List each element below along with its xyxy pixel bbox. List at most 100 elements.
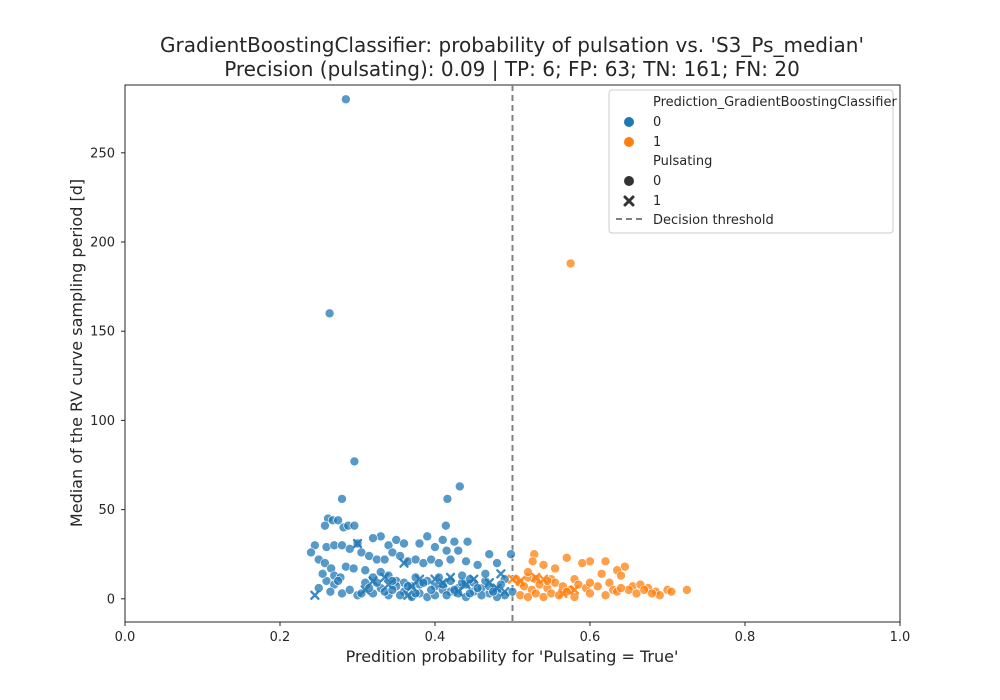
data-point-pred0 — [465, 588, 475, 599]
data-point-pred0 — [324, 308, 335, 319]
data-point-pred1 — [616, 583, 626, 593]
data-point-pred0 — [434, 558, 444, 568]
data-point-pred0 — [445, 554, 456, 565]
data-point-pulsating — [461, 579, 471, 590]
data-point-pulsating — [430, 574, 440, 584]
data-point-pulsating — [379, 572, 390, 583]
data-point-pred1 — [585, 577, 595, 588]
data-point-pred1 — [538, 560, 549, 570]
data-point-pred1 — [592, 581, 603, 592]
data-point-pred1 — [577, 558, 588, 568]
data-point-pulsating — [569, 585, 580, 595]
data-point-pred0 — [462, 536, 473, 547]
data-point-pred0 — [320, 558, 330, 568]
data-point-pulsating — [368, 576, 378, 586]
x-tick-label: 0.6 — [580, 630, 601, 645]
data-point-pulsating — [515, 576, 525, 586]
data-point-pulsating — [383, 579, 394, 590]
data-point-pred0 — [344, 544, 355, 554]
data-point-pred0 — [453, 545, 464, 556]
data-point-pulsating — [469, 574, 479, 584]
data-point-pred0 — [348, 563, 359, 574]
data-point-pred0 — [344, 585, 355, 595]
data-point-pred1 — [569, 592, 580, 602]
data-point-pred1 — [538, 592, 549, 602]
data-point-pred0 — [399, 538, 409, 549]
data-point-pulsating — [352, 538, 363, 549]
data-point-pulsating — [484, 578, 494, 588]
data-point-pred0 — [422, 531, 433, 542]
data-point-pulsating — [445, 572, 456, 583]
data-point-pred1 — [530, 588, 541, 599]
data-point-pulsating — [438, 578, 448, 588]
data-point-pred1 — [600, 556, 611, 567]
data-point-pred0 — [472, 560, 483, 570]
x-axis-label: Predition probability for 'Pulsating = T… — [346, 647, 679, 666]
chart-subtitle: Precision (pulsating): 0.09 | TP: 6; FP:… — [224, 57, 800, 81]
data-point-pred1 — [600, 590, 611, 601]
data-point-pulsating — [399, 558, 409, 568]
data-point-pred0 — [341, 94, 351, 105]
points-layer — [306, 94, 692, 602]
data-point-pred0 — [333, 515, 343, 526]
legend-marker-pred1 — [624, 137, 634, 147]
data-point-pulsating — [407, 581, 417, 592]
data-point-pulsating — [538, 574, 549, 584]
legend-marker-pred0 — [624, 117, 634, 127]
data-point-pred0 — [484, 549, 495, 560]
data-point-pred1 — [585, 588, 595, 599]
data-point-pred1 — [631, 588, 642, 599]
data-point-pred0 — [325, 586, 336, 597]
data-point-pulsating — [492, 583, 502, 593]
data-point-pred0 — [480, 569, 491, 579]
legend-label-pred0: 0 — [653, 115, 661, 130]
data-point-pred0 — [414, 538, 425, 549]
data-point-pred1 — [523, 567, 533, 577]
data-point-pred0 — [506, 549, 516, 560]
data-point-pulsating — [531, 572, 541, 583]
y-axis-label: Median of the RV curve sampling period [… — [67, 179, 86, 527]
data-point-pred1 — [682, 585, 692, 595]
legend-label-threshold: Decision threshold — [653, 213, 774, 228]
data-point-pred0 — [337, 540, 347, 551]
data-point-pred0 — [426, 554, 436, 565]
y-tick-label: 0 — [107, 592, 115, 607]
data-point-pred0 — [410, 554, 421, 565]
data-point-pred1 — [523, 592, 533, 602]
data-point-pulsating — [500, 586, 510, 597]
legend-marker-pulsating0 — [624, 176, 634, 186]
data-point-pred0 — [317, 569, 328, 579]
legend-label-pred1: 1 — [653, 135, 661, 150]
y-tick-label: 100 — [90, 414, 115, 429]
data-point-pred0 — [472, 583, 483, 593]
data-point-pred0 — [395, 590, 405, 601]
data-point-pred0 — [449, 536, 460, 547]
data-point-pulsating — [310, 590, 320, 600]
data-point-pred0 — [441, 520, 451, 531]
data-point-pred0 — [306, 547, 316, 558]
legend: Prediction_GradientBoostingClassifier 0 … — [608, 89, 897, 234]
data-point-pred1 — [565, 258, 576, 269]
y-tick-label: 250 — [90, 146, 115, 161]
chart-title: GradientBoostingClassifier: probability … — [160, 33, 864, 57]
data-point-pred0 — [360, 565, 371, 576]
data-point-pred0 — [461, 556, 471, 567]
data-point-pulsating — [558, 588, 568, 599]
x-tick-label: 1.0 — [890, 630, 911, 645]
data-point-pulsating — [453, 586, 463, 597]
data-point-pred1 — [639, 585, 650, 595]
y-tick-label: 200 — [90, 235, 115, 250]
x-axis-ticks: 0.0 0.2 0.4 0.6 0.8 1.0 — [115, 622, 911, 645]
x-tick-label: 0.2 — [270, 630, 291, 645]
data-point-pulsating — [414, 574, 425, 584]
data-point-pred0 — [437, 535, 448, 545]
data-point-pred0 — [492, 558, 502, 568]
legend-marker-pulsating1 — [623, 195, 635, 207]
legend-style-title: Pulsating — [653, 154, 712, 169]
legend-label-pulsating0: 0 — [653, 174, 661, 189]
data-point-pred0 — [426, 585, 436, 595]
data-point-pred0 — [337, 588, 347, 599]
data-point-pred1 — [647, 588, 657, 599]
x-tick-label: 0.8 — [735, 630, 756, 645]
